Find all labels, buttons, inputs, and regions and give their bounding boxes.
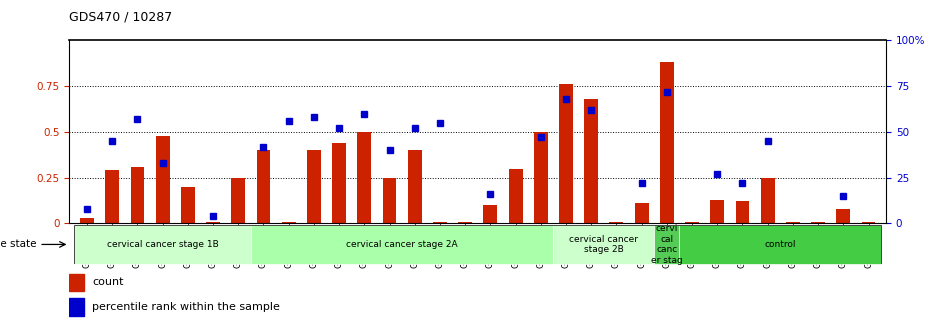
Text: count: count: [92, 278, 124, 287]
Bar: [484, 205, 498, 223]
Bar: [534, 132, 548, 223]
Text: GDS470 / 10287: GDS470 / 10287: [69, 10, 173, 24]
Bar: [74, 225, 251, 264]
Text: cervical cancer stage 2A: cervical cancer stage 2A: [346, 240, 458, 249]
Bar: [635, 203, 648, 223]
Bar: [105, 170, 119, 223]
Text: percentile rank within the sample: percentile rank within the sample: [92, 302, 280, 311]
Bar: [559, 84, 573, 223]
Text: cervi
cal
canc
er stag: cervi cal canc er stag: [651, 224, 683, 264]
Bar: [654, 225, 680, 264]
Bar: [585, 99, 598, 223]
Bar: [836, 209, 850, 223]
Bar: [433, 222, 447, 223]
Bar: [130, 167, 144, 223]
Bar: [332, 143, 346, 223]
Bar: [710, 200, 724, 223]
Bar: [80, 218, 94, 223]
Bar: [383, 178, 397, 223]
Bar: [509, 169, 523, 223]
Bar: [181, 187, 195, 223]
Bar: [861, 222, 875, 223]
Bar: [357, 132, 371, 223]
Bar: [735, 202, 749, 223]
Bar: [660, 62, 673, 223]
Bar: [69, 274, 84, 291]
Bar: [685, 222, 699, 223]
Bar: [811, 222, 825, 223]
Bar: [231, 178, 245, 223]
Bar: [307, 150, 321, 223]
Bar: [458, 222, 472, 223]
Bar: [256, 150, 270, 223]
Text: cervical cancer stage 1B: cervical cancer stage 1B: [106, 240, 218, 249]
Bar: [251, 225, 553, 264]
Bar: [680, 225, 882, 264]
Text: control: control: [765, 240, 796, 249]
Bar: [408, 150, 422, 223]
Text: disease state: disease state: [0, 240, 37, 249]
Bar: [760, 178, 774, 223]
Text: cervical cancer
stage 2B: cervical cancer stage 2B: [569, 235, 638, 254]
Bar: [69, 298, 84, 316]
Bar: [155, 135, 169, 223]
Bar: [553, 225, 654, 264]
Bar: [282, 222, 296, 223]
Bar: [610, 222, 623, 223]
Bar: [206, 222, 220, 223]
Bar: [786, 222, 800, 223]
